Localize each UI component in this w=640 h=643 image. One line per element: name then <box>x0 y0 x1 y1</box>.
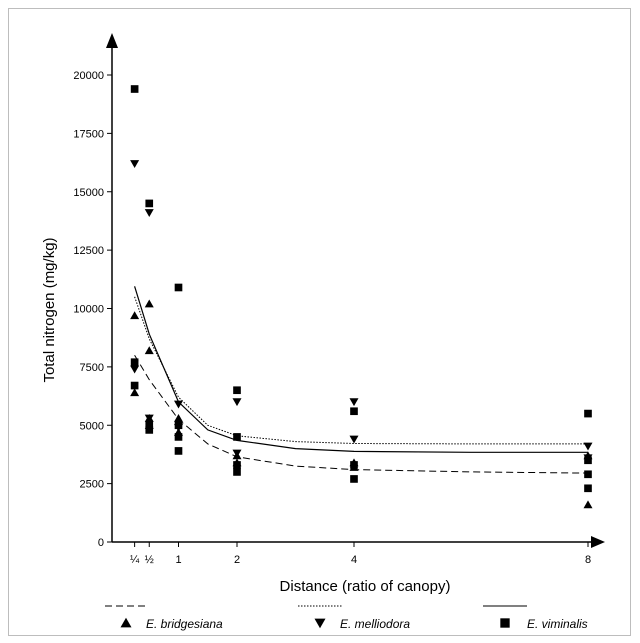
data-point-series-2 <box>144 209 154 218</box>
legend-marker-2 <box>314 618 326 629</box>
legend: E. bridgesiana E. melliodora E. viminalis <box>105 605 588 631</box>
data-point-series-3 <box>130 381 139 390</box>
data-point-series-1 <box>130 311 140 320</box>
data-point-series-3 <box>233 433 241 441</box>
data-point-series-3 <box>130 85 139 93</box>
data-point-series-3 <box>174 433 183 441</box>
y-axis-arrow <box>106 33 118 48</box>
y-tick-label: 0 <box>98 537 104 549</box>
data-point-series-3 <box>130 358 139 367</box>
data-point-series-1 <box>583 500 593 509</box>
data-point-series-2 <box>144 414 154 423</box>
y-tick-label: 5000 <box>80 420 104 432</box>
y-axis-title: Total nitrogen (mg/kg) <box>41 237 58 382</box>
data-point-series-1 <box>144 299 154 308</box>
data-point-series-3 <box>174 447 183 455</box>
legend-marker-3 <box>500 618 510 628</box>
data-point-series-3 <box>584 470 592 479</box>
data-point-series-3 <box>174 421 183 430</box>
data-point-series-2 <box>232 398 242 407</box>
fit-curves <box>134 286 589 474</box>
data-point-series-1 <box>174 413 183 422</box>
data-point-series-3 <box>174 283 183 292</box>
x-tick-label: 4 <box>351 554 357 566</box>
y-tick-label: 7500 <box>80 362 104 374</box>
data-point-series-3 <box>350 475 358 483</box>
data-point-series-3 <box>145 421 154 430</box>
y-tick-label: 12500 <box>73 245 104 257</box>
data-point-series-3 <box>350 407 358 416</box>
x-axis-title: Distance (ratio of canopy) <box>280 578 451 595</box>
data-point-series-3 <box>233 461 241 469</box>
data-point-series-3 <box>350 461 358 469</box>
x-tick-label: ½ <box>145 554 154 566</box>
data-point-series-2 <box>130 160 140 169</box>
legend-label-1: E. bridgesiana <box>146 617 223 631</box>
x-tick-label: 8 <box>585 554 591 566</box>
data-point-series-3 <box>584 484 592 493</box>
data-point-series-3 <box>145 199 154 208</box>
data-point-series-3 <box>145 426 154 434</box>
data-point-series-2 <box>349 435 359 444</box>
x-axis-arrow <box>591 536 605 548</box>
y-tick-label: 10000 <box>73 304 104 316</box>
y-tick-label: 17500 <box>73 128 104 140</box>
data-point-series-3 <box>584 456 592 465</box>
x-tick-label: 1 <box>175 554 181 566</box>
data-point-series-2 <box>130 365 140 374</box>
x-tick-label: ¼ <box>130 554 140 566</box>
y-tick-label: 20000 <box>73 70 104 82</box>
y-tick-label: 15000 <box>73 187 104 199</box>
legend-label-3: E. viminalis <box>527 617 588 631</box>
data-point-series-2 <box>232 449 242 458</box>
data-point-series-3 <box>584 409 592 418</box>
x-tick-label: 2 <box>234 554 240 566</box>
axes: 0 2500 5000 7500 10000 12500 15000 17500 20000 ¼ ½… <box>73 33 605 566</box>
data-point-series-1 <box>144 346 154 355</box>
data-point-series-2 <box>349 398 359 407</box>
fit-curve-1 <box>134 354 589 474</box>
data-point-series-1 <box>130 388 140 397</box>
legend-label-2: E. melliodora <box>340 617 410 631</box>
fit-curve-2 <box>134 296 588 445</box>
data-point-series-3 <box>233 386 241 395</box>
data-point-series-2 <box>583 442 593 451</box>
y-tick-label: 2500 <box>80 479 104 491</box>
data-points <box>130 85 593 509</box>
fit-curve-3 <box>134 286 588 453</box>
data-point-series-2 <box>174 400 183 409</box>
legend-marker-1 <box>120 617 132 628</box>
data-point-series-3 <box>233 468 241 476</box>
